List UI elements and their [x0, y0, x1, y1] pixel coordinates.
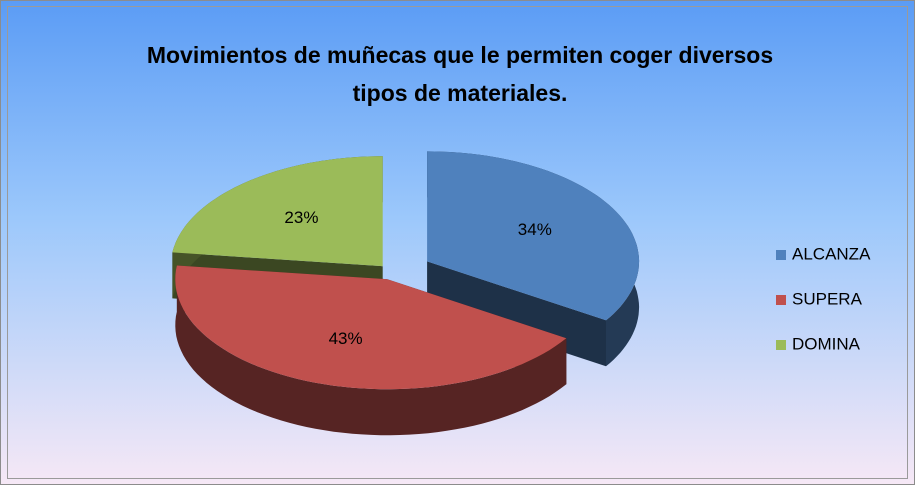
data-label: 43%: [329, 329, 363, 348]
pie-slice: [175, 265, 567, 436]
chart-title: Movimientos de muñecas que le permiten c…: [146, 42, 774, 106]
legend-label: ALCANZA: [792, 244, 871, 263]
data-label: 34%: [518, 220, 552, 239]
slice-top: [172, 156, 383, 267]
data-label: 23%: [284, 208, 318, 227]
plot-border: [7, 6, 908, 479]
legend-swatch: [776, 340, 786, 350]
legend-swatch: [776, 250, 786, 260]
legend-label: DOMINA: [792, 334, 861, 353]
slice-top: [427, 151, 640, 321]
slice-top: [175, 265, 567, 390]
legend-label: SUPERA: [792, 289, 863, 308]
slice-outer-side: [175, 265, 567, 436]
legend-swatch: [776, 295, 786, 305]
